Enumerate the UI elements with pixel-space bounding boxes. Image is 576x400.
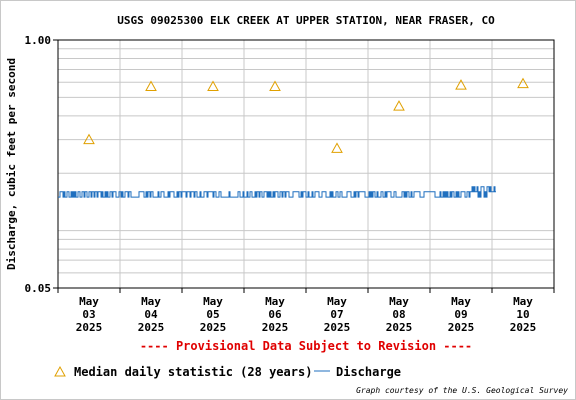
- x-tick-label: 07: [330, 308, 343, 321]
- median-point: [517, 77, 529, 89]
- credit-text: Graph courtesy of the U.S. Geological Su…: [356, 386, 568, 395]
- y-axis-label: Discharge, cubic feet per second: [5, 58, 18, 270]
- x-tick-label: May: [327, 295, 347, 308]
- legend-triangle-icon: [54, 365, 66, 377]
- legend-discharge-label: Discharge: [336, 365, 401, 379]
- x-tick-label: 06: [268, 308, 282, 321]
- x-tick-label: May: [389, 295, 409, 308]
- median-point: [455, 79, 467, 90]
- x-tick-label: May: [265, 295, 285, 308]
- x-tick-label: 10: [516, 308, 529, 321]
- x-tick-label: 2025: [76, 321, 103, 334]
- median-point: [269, 80, 281, 92]
- x-tick-label: 03: [82, 308, 95, 321]
- x-tick-label: 2025: [262, 321, 289, 334]
- legend-median-label: Median daily statistic (28 years): [74, 365, 312, 379]
- median-point: [331, 142, 343, 153]
- median-point: [207, 80, 219, 92]
- x-tick-label: 2025: [138, 321, 165, 334]
- median-point: [83, 133, 95, 145]
- y-axis: 1.00 0.05: [25, 34, 58, 295]
- chart-title: USGS 09025300 ELK CREEK AT UPPER STATION…: [117, 14, 495, 27]
- x-tick-label: 2025: [448, 321, 475, 334]
- median-point: [393, 100, 405, 111]
- median-point: [145, 80, 157, 92]
- x-tick-label: 2025: [386, 321, 413, 334]
- provisional-notice: ---- Provisional Data Subject to Revisio…: [140, 339, 472, 353]
- x-tick-label: May: [203, 295, 223, 308]
- x-tick-label: 2025: [200, 321, 227, 334]
- median-series: [83, 77, 529, 153]
- x-tick-label: May: [451, 295, 471, 308]
- x-tick-label: 05: [206, 308, 219, 321]
- y-tick-label: 1.00: [25, 34, 52, 47]
- x-tick-label: May: [79, 295, 99, 308]
- grid: [58, 40, 554, 288]
- x-tick-label: 2025: [510, 321, 537, 334]
- x-tick-label: May: [141, 295, 161, 308]
- x-tick-label: 08: [392, 308, 405, 321]
- discharge-line: [58, 186, 496, 198]
- x-tick-label: 09: [454, 308, 467, 321]
- y-tick-label: 0.05: [25, 282, 52, 295]
- x-tick-label: 04: [144, 308, 158, 321]
- discharge-series: [58, 186, 496, 198]
- x-tick-label: May: [513, 295, 533, 308]
- legend: Median daily statistic (28 years) Discha…: [54, 365, 401, 379]
- x-axis: May032025May042025May052025May062025May0…: [57, 288, 555, 334]
- x-tick-label: 2025: [324, 321, 351, 334]
